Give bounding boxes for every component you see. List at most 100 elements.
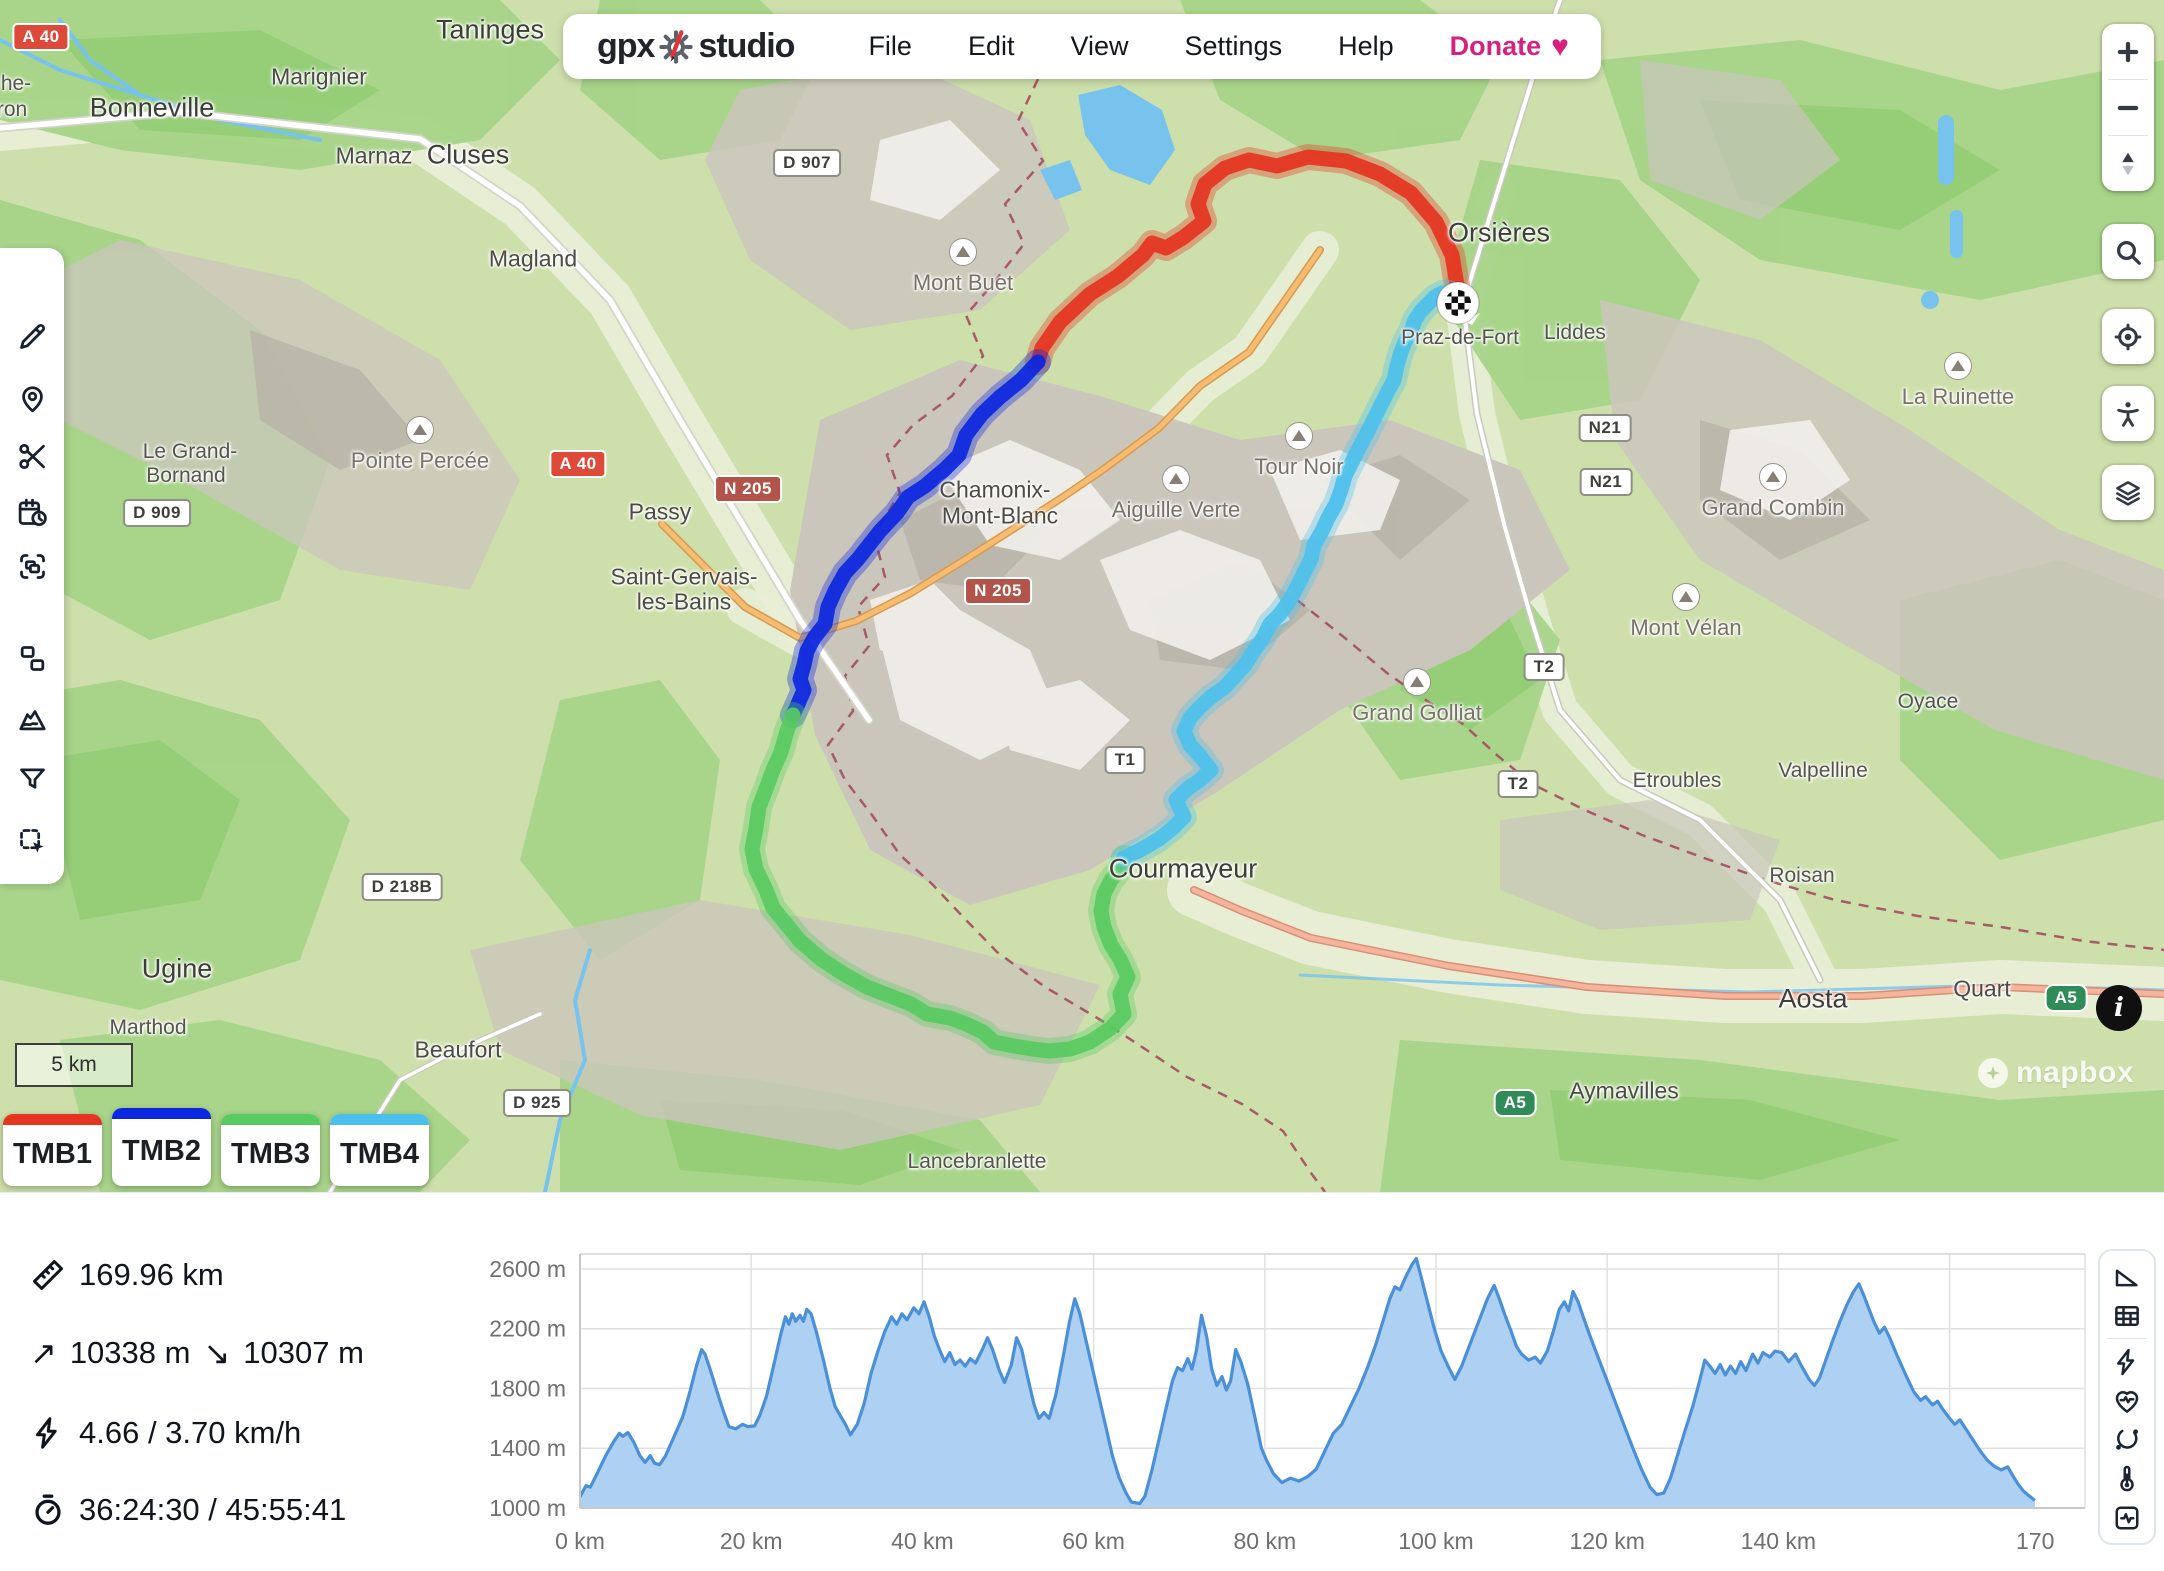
map-scale-bar: 5 km — [15, 1043, 133, 1087]
tab-tmb4[interactable]: TMB4 — [330, 1114, 429, 1186]
chart-option-power[interactable] — [2105, 1498, 2149, 1537]
bolt-icon — [30, 1415, 66, 1451]
tab-label: TMB4 — [340, 1137, 419, 1170]
tool-select[interactable] — [12, 821, 52, 861]
chart-option-temperature[interactable] — [2105, 1459, 2149, 1498]
menu-settings[interactable]: Settings — [1184, 31, 1283, 61]
route-TMB4-line[interactable] — [1116, 285, 1464, 866]
top-menu-bar: gpx studio File Edit View Settings Help … — [563, 14, 1601, 79]
menu-view[interactable]: View — [1070, 31, 1129, 61]
x-tick-120: 120 km — [1569, 1528, 1644, 1554]
tab-tmb2[interactable]: TMB2 — [112, 1108, 211, 1186]
route-TMB2-line[interactable] — [785, 354, 1046, 723]
chart-option-slope[interactable] — [2105, 1257, 2149, 1296]
menu-edit[interactable]: Edit — [967, 31, 1015, 61]
chart-option-cadence[interactable] — [2105, 1420, 2149, 1459]
mapbox-logo[interactable]: mapbox — [1978, 1056, 2134, 1090]
control-divider — [2108, 135, 2148, 136]
tool-merge[interactable] — [12, 546, 52, 586]
tab-label: TMB3 — [231, 1137, 310, 1170]
tool-filter[interactable] — [12, 759, 52, 799]
mapbox-icon — [1978, 1058, 2008, 1088]
map-control-search[interactable] — [2102, 224, 2154, 279]
stat-elevation-gain-loss: ↗ 10338 m ↘ 10307 m — [30, 1334, 364, 1372]
map-control-layers[interactable] — [2102, 465, 2154, 520]
slope-icon — [2115, 1269, 2138, 1286]
tool-waypoint[interactable] — [12, 378, 52, 418]
arrow-down-right-icon: ↘ — [203, 1335, 231, 1371]
locate-icon — [2102, 309, 2154, 364]
accessibility-icon — [2102, 386, 2154, 441]
edit-tools-sidebar — [0, 248, 64, 884]
bolt-icon — [2117, 1348, 2135, 1375]
elevation-line — [578, 1256, 2036, 1506]
scale-label: 5 km — [51, 1053, 97, 1076]
lasso-select-icon — [19, 828, 43, 852]
gpx-studio-logo[interactable]: gpx studio — [597, 27, 795, 67]
tab-label: TMB1 — [13, 1137, 92, 1170]
tool-extract[interactable] — [12, 638, 52, 678]
tab-tmb1[interactable]: TMB1 — [3, 1114, 102, 1186]
x-tick-40: 40 km — [891, 1528, 954, 1554]
thermometer-icon — [2120, 1465, 2134, 1491]
calendar-clock-icon — [18, 498, 47, 526]
chart-option-speed[interactable] — [2105, 1342, 2149, 1381]
tab-tmb3[interactable]: TMB3 — [221, 1114, 320, 1186]
tool-time[interactable] — [12, 492, 52, 532]
gpx-routes-layer — [739, 144, 1472, 1064]
map-control-street-view[interactable] — [2102, 386, 2154, 441]
map-control-compass[interactable] — [2102, 136, 2154, 191]
tool-elevation[interactable] — [12, 698, 52, 738]
map-control-zoom-in[interactable] — [2102, 24, 2154, 79]
x-tick-20: 20 km — [720, 1528, 783, 1554]
map-control-locate[interactable] — [2102, 309, 2154, 364]
attribution-info-button[interactable]: i — [2096, 985, 2142, 1031]
x-tick-60: 60 km — [1062, 1528, 1125, 1554]
tab-color-strip — [112, 1108, 211, 1119]
logo-text-gpx: gpx — [597, 27, 655, 65]
control-divider — [2108, 79, 2148, 80]
chart-option-heart-rate[interactable] — [2105, 1381, 2149, 1420]
roads — [0, 0, 2164, 1192]
y-tick-1400: 1400 m — [489, 1435, 566, 1461]
mountain-icon — [18, 709, 46, 730]
x-tick-80: 80 km — [1233, 1528, 1296, 1554]
y-tick-2600: 2600 m — [489, 1256, 566, 1282]
bottom-panel: 169.96 km ↗ 10338 m ↘ 10307 m 4.66 / 3.70 km/… — [0, 1192, 2164, 1571]
water-features — [0, 18, 2164, 1192]
gear-pencil-icon — [656, 27, 696, 67]
route-TMB3-line[interactable] — [744, 707, 1136, 1059]
menu-donate[interactable]: Donate ♥ — [1450, 30, 1569, 64]
country-borders — [826, 78, 2164, 1192]
track-tabs: TMB1 TMB2 TMB3 TMB4 — [3, 1108, 429, 1186]
tool-draw[interactable] — [12, 316, 52, 356]
mapbox-wordmark: mapbox — [2016, 1056, 2135, 1089]
plus-icon — [2117, 41, 2139, 62]
stopwatch-icon — [30, 1492, 66, 1528]
map-canvas[interactable]: Taninges Marignier Bonneville he-ron Marnaz C… — [0, 0, 2164, 1192]
map-control-zoom-out[interactable] — [2102, 80, 2154, 135]
elevation-chart[interactable]: 1000 m 1400 m 1800 m 2200 m 2600 m 0 km 20 km 4… — [440, 1197, 2100, 1571]
map-terrain — [0, 0, 2164, 1192]
tool-crop[interactable] — [12, 436, 52, 476]
chart-toolbar-divider — [2107, 1338, 2147, 1339]
stat-time: 36:24:30 / 45:55:41 — [30, 1492, 346, 1528]
chart-option-table[interactable] — [2105, 1296, 2149, 1335]
y-tick-2200: 2200 m — [489, 1316, 566, 1342]
stat-distance: 169.96 km — [30, 1257, 224, 1293]
start-finish-marker[interactable] — [1436, 281, 1480, 325]
minus-icon — [2117, 105, 2139, 110]
map-pin-icon — [21, 385, 43, 412]
y-tick-1000: 1000 m — [489, 1495, 566, 1521]
route-TMB1-line[interactable] — [1030, 149, 1467, 370]
arrow-up-right-icon: ↗ — [30, 1335, 57, 1371]
elevation-area-fill — [580, 1258, 2035, 1508]
chart-options-toolbar — [2098, 1249, 2156, 1545]
menu-file[interactable]: File — [868, 31, 912, 61]
y-tick-1800: 1800 m — [489, 1375, 566, 1401]
heart-icon: ♥ — [1551, 29, 1569, 63]
menu-help[interactable]: Help — [1338, 31, 1394, 61]
x-tick-0: 0 km — [555, 1528, 605, 1554]
compass-icon — [2122, 152, 2134, 175]
tab-label: TMB2 — [122, 1134, 201, 1167]
